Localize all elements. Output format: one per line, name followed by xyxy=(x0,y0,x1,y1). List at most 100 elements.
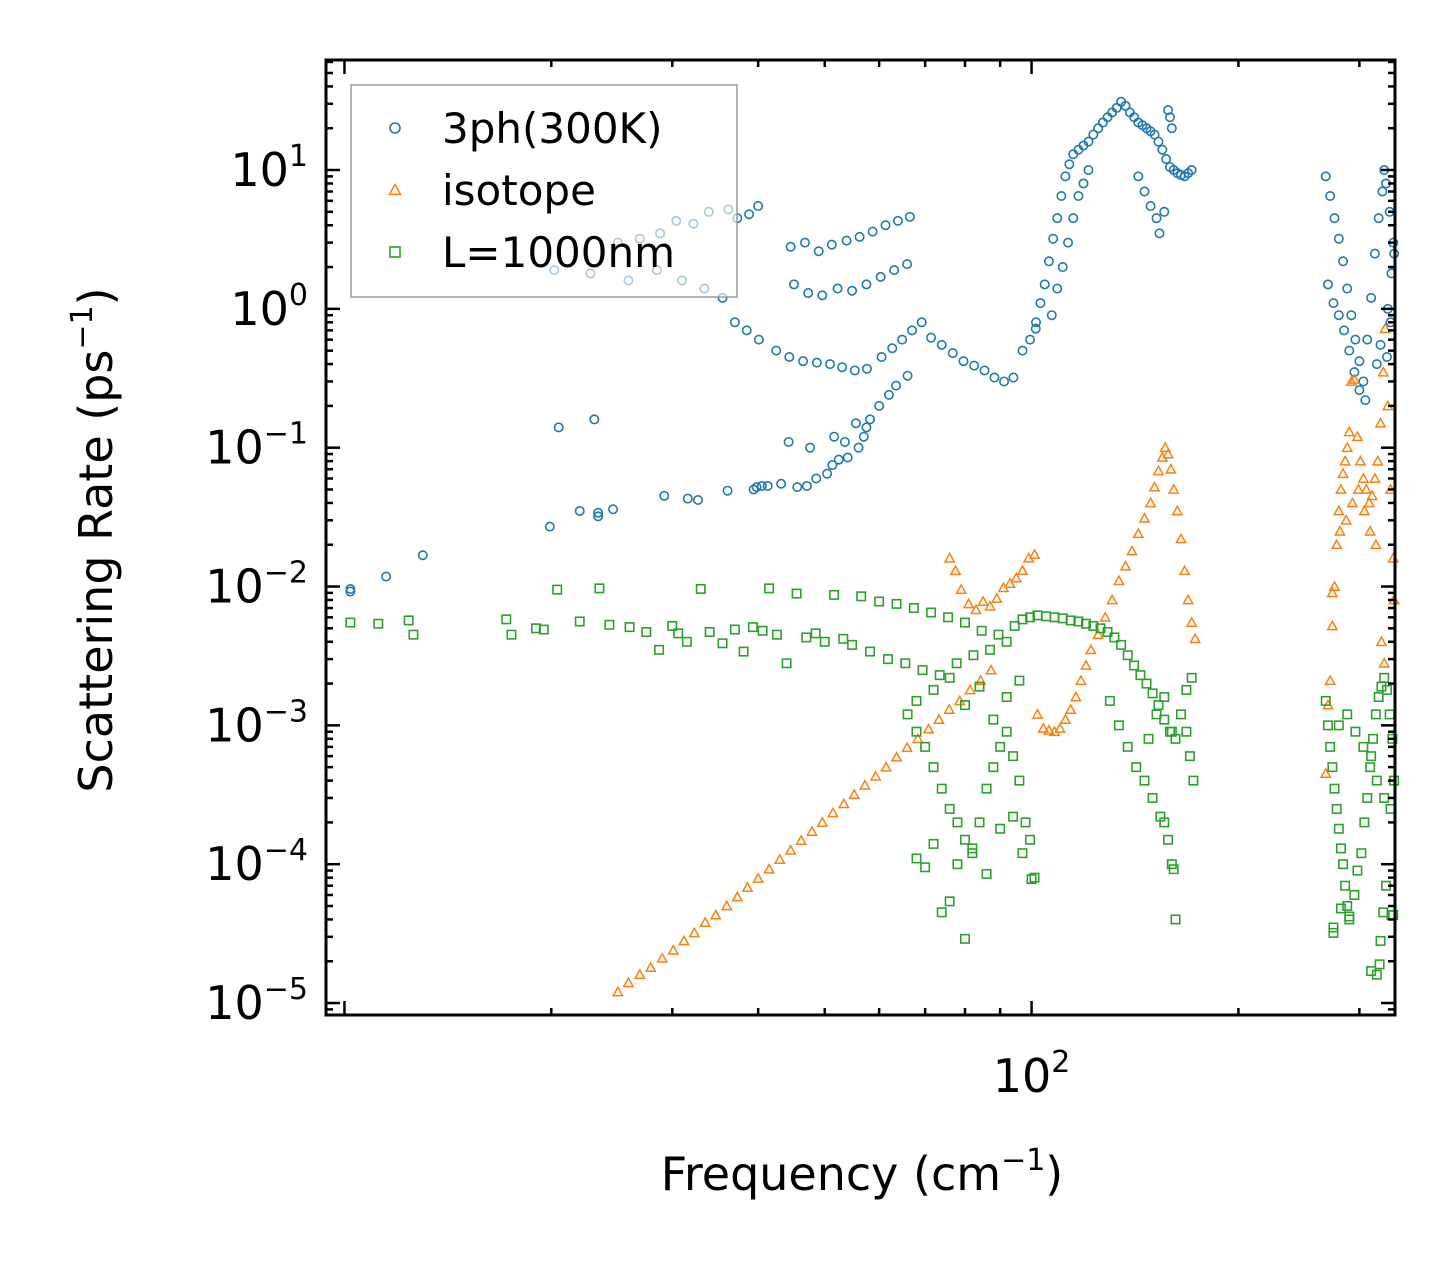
data-point xyxy=(574,616,585,627)
legend: 3ph(300K) isotope L=1000nm xyxy=(350,84,738,298)
data-point xyxy=(1373,213,1384,224)
data-point xyxy=(1147,792,1158,803)
data-point xyxy=(970,603,982,615)
data-point xyxy=(841,235,852,246)
data-point xyxy=(773,853,786,865)
data-point xyxy=(889,265,900,276)
data-point xyxy=(801,480,812,491)
data-point xyxy=(1008,372,1019,383)
data-point xyxy=(1339,454,1352,466)
data-point xyxy=(959,700,970,711)
data-point xyxy=(1360,395,1371,406)
data-point xyxy=(926,332,937,343)
data-point xyxy=(1026,874,1037,885)
data-point xyxy=(832,283,843,294)
tick-base: 10 xyxy=(230,143,289,197)
data-point xyxy=(792,482,803,493)
data-point xyxy=(1368,733,1379,744)
data-point xyxy=(900,658,911,669)
data-point xyxy=(729,624,740,635)
data-point xyxy=(911,695,922,706)
data-point xyxy=(865,646,876,657)
data-point xyxy=(788,279,799,290)
data-point xyxy=(993,629,1004,640)
data-point xyxy=(902,259,913,270)
data-point xyxy=(1332,504,1345,516)
data-point xyxy=(1001,726,1012,737)
y-axis-title-end: ) xyxy=(69,287,123,305)
data-point xyxy=(1048,233,1059,244)
data-point xyxy=(1043,724,1055,735)
data-point xyxy=(1144,496,1157,508)
data-point xyxy=(1017,848,1028,859)
data-point xyxy=(908,603,919,614)
data-point xyxy=(795,834,808,846)
data-point xyxy=(771,345,782,356)
data-point xyxy=(988,762,999,773)
series-1 xyxy=(345,96,1400,597)
legend-entry: 3ph(300K) xyxy=(389,104,662,153)
data-point xyxy=(944,672,955,683)
data-point xyxy=(949,564,962,576)
data-point xyxy=(1057,262,1068,273)
data-point xyxy=(751,482,762,493)
data-point xyxy=(1035,298,1046,309)
data-point xyxy=(1052,283,1063,294)
data-point xyxy=(1342,900,1353,911)
y-tick-label: 100 xyxy=(230,278,308,336)
data-point xyxy=(1374,417,1387,428)
data-point xyxy=(345,617,356,628)
data-point xyxy=(1029,872,1040,883)
data-point xyxy=(1163,105,1174,116)
data-point xyxy=(1342,283,1353,294)
data-point xyxy=(1163,834,1174,845)
data-point xyxy=(1322,279,1333,290)
legend-marker xyxy=(388,182,402,196)
data-point xyxy=(1004,577,1016,589)
x-axis-title-sup: −1 xyxy=(1001,1143,1045,1178)
data-point xyxy=(842,452,853,463)
data-point xyxy=(874,400,885,411)
tick-base: 10 xyxy=(205,560,264,614)
data-point xyxy=(1378,657,1391,668)
x-tick-label: 102 xyxy=(993,1045,1071,1103)
tick-exponent: 2 xyxy=(1051,1045,1070,1080)
data-point xyxy=(695,583,706,594)
data-point xyxy=(1358,376,1369,387)
data-point xyxy=(681,636,692,647)
data-point xyxy=(1010,571,1023,583)
data-point xyxy=(979,365,990,376)
data-point xyxy=(1113,720,1124,731)
data-point xyxy=(880,220,891,231)
data-point xyxy=(1175,532,1187,544)
tick-exponent: −4 xyxy=(264,833,308,868)
data-point xyxy=(1333,525,1346,536)
data-point xyxy=(1030,323,1041,334)
x-tick-labels: 102 xyxy=(993,1045,1071,1103)
data-point xyxy=(748,484,759,495)
data-point xyxy=(1088,620,1099,631)
data-point xyxy=(858,779,871,790)
data-point xyxy=(1354,385,1365,396)
data-point xyxy=(1020,817,1031,828)
tick-base: 10 xyxy=(205,976,264,1030)
data-point xyxy=(839,436,850,447)
data-point xyxy=(1164,112,1175,123)
data-point xyxy=(1017,614,1028,625)
data-point xyxy=(381,571,392,582)
data-point xyxy=(955,583,968,595)
data-point xyxy=(764,583,775,594)
data-point xyxy=(911,726,922,737)
data-point xyxy=(604,619,615,630)
data-point xyxy=(1162,447,1174,459)
data-point xyxy=(1370,709,1381,720)
data-point xyxy=(593,507,604,518)
data-point xyxy=(816,816,829,827)
data-point xyxy=(753,334,764,345)
data-point xyxy=(891,380,902,391)
data-point xyxy=(981,783,992,794)
data-point xyxy=(819,636,830,647)
tick-base: 10 xyxy=(205,698,264,752)
data-point xyxy=(974,817,985,828)
data-point xyxy=(1043,256,1054,267)
